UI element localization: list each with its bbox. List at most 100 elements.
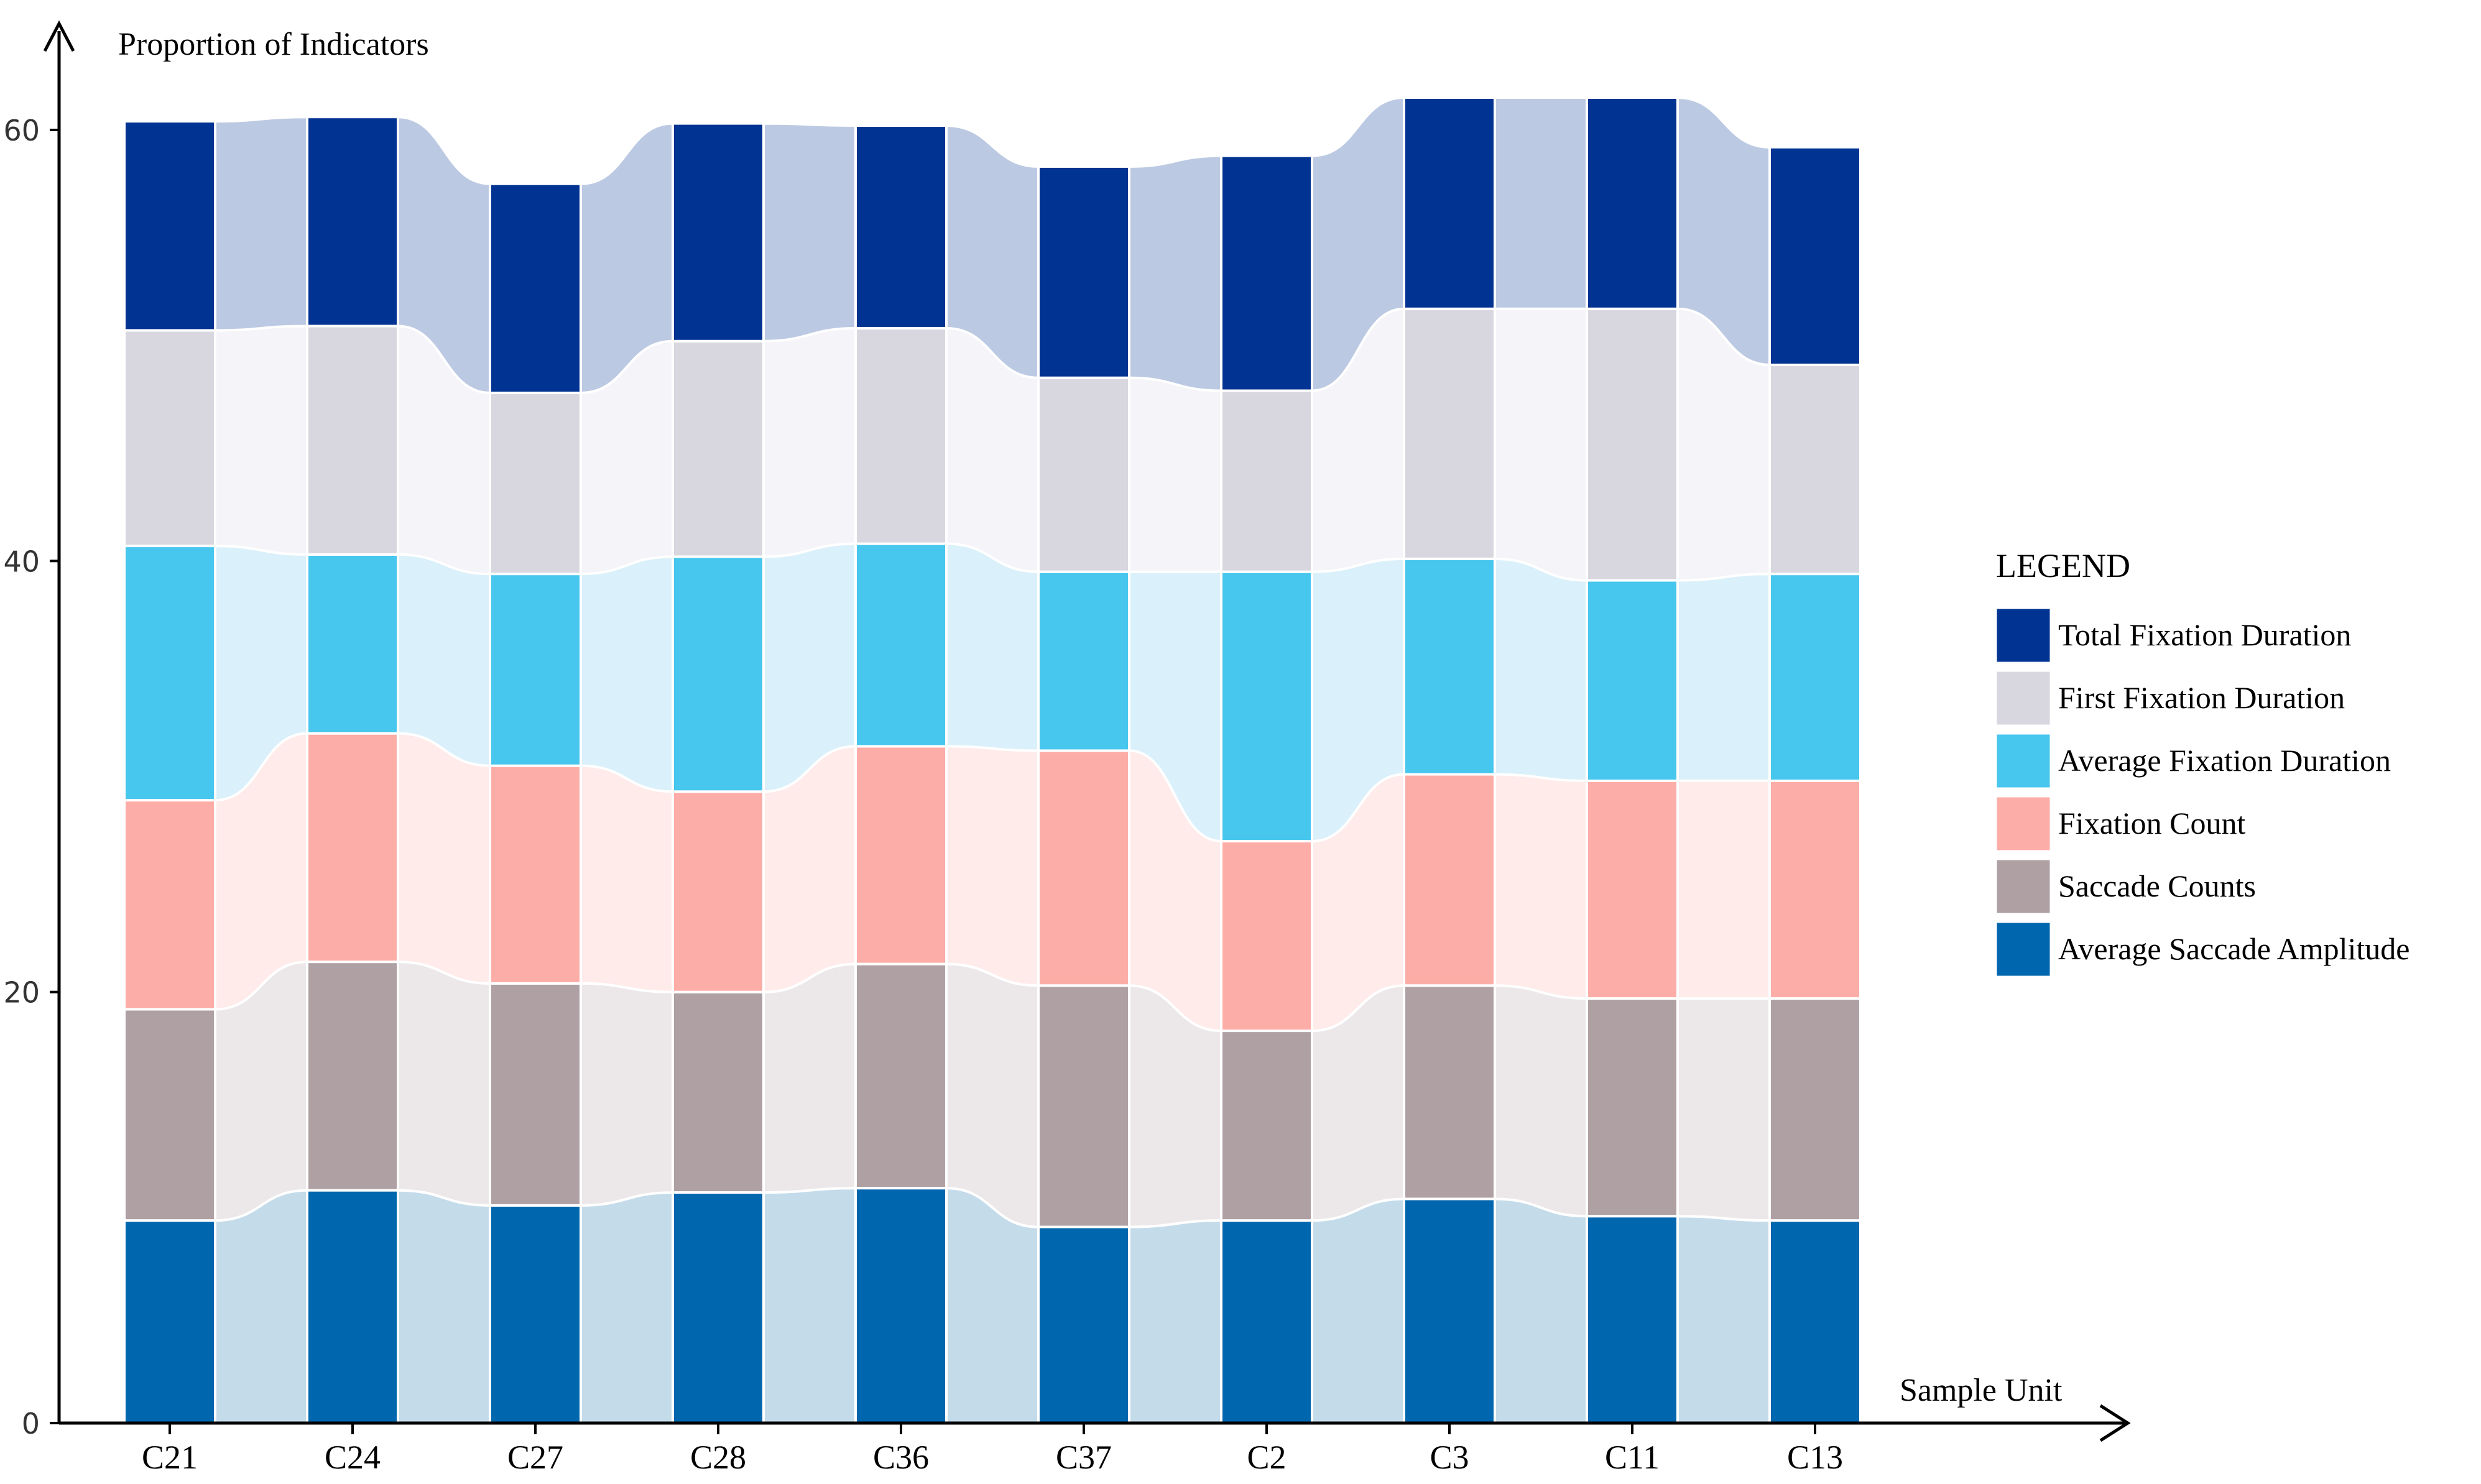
y-tick-label: 40 [3, 545, 40, 578]
bar-segment [306, 732, 399, 964]
bar-segment [1037, 1225, 1130, 1424]
legend-label: Average Fixation Duration [2058, 743, 2391, 778]
flow-band [397, 553, 491, 767]
bar-layer [123, 96, 1862, 1425]
flow-layer [214, 96, 1771, 1425]
bar-segment [306, 553, 399, 735]
bar-segment [489, 182, 582, 394]
bar-segment [1403, 773, 1496, 987]
x-tick-label: C2 [1247, 1439, 1286, 1476]
bar-segment [1403, 557, 1496, 776]
y-ticks: 0 20 40 60 [3, 114, 59, 1440]
flow-band [1128, 1219, 1222, 1425]
flow-band [945, 745, 1040, 987]
bar-segment [123, 1008, 216, 1222]
legend-title: LEGEND [1996, 547, 2130, 584]
x-tick-label: C27 [507, 1439, 563, 1476]
x-axis-arrowhead [2099, 1404, 2131, 1442]
flow-band [1311, 1197, 1405, 1425]
bar-segment [854, 1187, 948, 1424]
bar-segment [1220, 1030, 1313, 1222]
legend-item: Fixation Count [1995, 795, 2246, 852]
x-tick-label: C24 [325, 1439, 381, 1476]
legend-swatch [1995, 732, 2052, 790]
flow-band [945, 542, 1040, 752]
bar-segment [1586, 579, 1679, 782]
bar-segment [306, 325, 399, 556]
x-ticks: C21 C24 C27 C28 C36 C37 C2 C3 C11 C13 [142, 1423, 1843, 1476]
bar-segment [1586, 779, 1679, 1000]
flow-band [1676, 997, 1771, 1222]
bar-segment [1037, 165, 1130, 379]
legend-item: Total Fixation Duration [1995, 607, 2351, 664]
x-tick-label: C36 [873, 1439, 929, 1476]
legend-swatch [1995, 795, 2052, 852]
bar-segment [672, 990, 765, 1194]
axes: Proportion of Indicators Sample Unit [43, 20, 2131, 1442]
bar-segment [1586, 96, 1679, 310]
legend-label: Average Saccade Amplitude [2058, 931, 2410, 966]
legend-label: Saccade Counts [2058, 869, 2256, 903]
y-axis-title: Proportion of Indicators [118, 27, 429, 62]
flow-band [762, 962, 857, 1194]
x-axis-title: Sample Unit [1900, 1373, 2063, 1408]
y-tick-label: 60 [3, 114, 40, 147]
legend-item: First Fixation Duration [1995, 670, 2345, 727]
legend: LEGEND Total Fixation Duration First Fixa… [1995, 547, 2410, 978]
flow-band [1494, 557, 1588, 782]
flow-band [397, 1189, 491, 1425]
bar-segment [123, 120, 216, 332]
bar-segment [1768, 779, 1862, 1000]
flow-band [1128, 376, 1222, 573]
bar-segment [1037, 749, 1130, 987]
x-tick-label: C21 [142, 1439, 198, 1476]
bar-segment [123, 799, 216, 1011]
bar-segment [1768, 1219, 1862, 1424]
bar-segment [1220, 389, 1313, 573]
flow-band [762, 1187, 857, 1425]
bar-segment [672, 555, 765, 793]
flow-band [580, 1191, 674, 1425]
flow-band [1494, 96, 1588, 310]
bar-segment [854, 542, 948, 748]
legend-swatch [1995, 607, 2052, 664]
x-tick-label: C28 [690, 1439, 746, 1476]
bar-segment [306, 116, 399, 328]
y-axis-arrowhead [43, 20, 75, 52]
bar-segment [1037, 570, 1130, 752]
y-tick-label: 0 [22, 1407, 40, 1440]
flow-band [1494, 773, 1588, 1000]
bar-segment [854, 745, 948, 966]
flow-band [580, 982, 674, 1207]
flow-band [1128, 154, 1222, 392]
flow-band [1676, 573, 1771, 782]
bar-segment [1220, 840, 1313, 1033]
bar-segment [672, 339, 765, 558]
legend-swatch [1995, 921, 2052, 978]
bar-segment [123, 1219, 216, 1424]
bar-segment [489, 391, 582, 576]
flow-band [397, 732, 491, 985]
legend-label: Fixation Count [2058, 806, 2246, 841]
bar-segment [1586, 1215, 1679, 1424]
y-tick-label: 20 [3, 976, 40, 1010]
bar-segment [854, 326, 948, 545]
flow-band [1494, 984, 1588, 1218]
bar-segment [306, 961, 399, 1192]
flow-band [1494, 307, 1588, 582]
bar-segment [1037, 984, 1130, 1228]
bar-segment [123, 545, 216, 802]
legend-swatch [1995, 858, 2052, 915]
bar-segment [854, 962, 948, 1190]
bar-segment [489, 1204, 582, 1425]
bar-segment [1768, 573, 1862, 782]
bar-segment [672, 122, 765, 343]
bar-segment [306, 1189, 399, 1424]
bar-segment [1768, 363, 1862, 576]
bar-segment [1220, 154, 1313, 392]
bar-segment [854, 124, 948, 330]
flow-band [762, 326, 857, 558]
x-tick-label: C11 [1605, 1439, 1660, 1476]
